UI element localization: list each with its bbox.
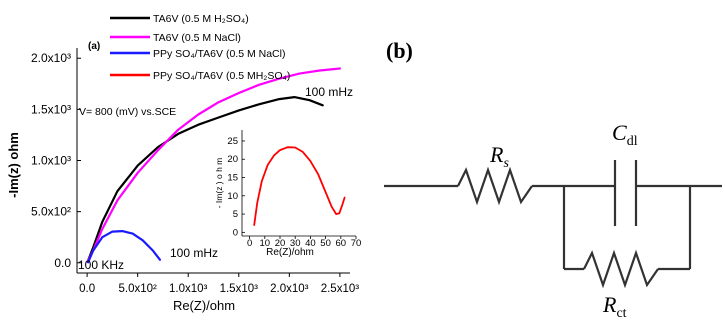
potential-annotation: V= 800 (mV) vs.SCE [79, 106, 176, 118]
cdl-label: Cdl [612, 120, 638, 149]
inset-x-tick-label: 60 [336, 238, 347, 249]
inset-y-tick-label: 10 [227, 191, 238, 202]
inset-series-group [253, 146, 346, 226]
resistor-rs [457, 166, 533, 206]
inset-x-tick-label: 10 [260, 238, 271, 249]
high-frequency-label: 100 KHz [78, 258, 124, 272]
main-series-line-2 [86, 230, 161, 264]
rs-label-sub: s [503, 156, 509, 171]
rct-label-main: R [602, 292, 617, 317]
main-series-line-1 [86, 67, 341, 263]
main-x-axis-label: Re(Z)/ohm [173, 298, 235, 313]
main-x-axis: 0.0 5.0x10² 1.0x10³ 1.5x10³ 2.0x10³ 2.5x10³ [79, 273, 359, 295]
inset-y-tick-label: 5 [233, 209, 238, 220]
legend-label-3: PPy SO₄/TA6V (0.5 MH₂SO₄) [153, 70, 290, 82]
main-x-tick-label: 1.0x10³ [169, 283, 208, 295]
inset-y-axis-label: - Im(z ) o h m [214, 158, 224, 209]
inset-x-axis-label: Re(Z)/ohm [266, 247, 314, 258]
panel-label-b: (b) [386, 38, 413, 63]
legend-label-0: TA6V (0.5 M H₂SO₄) [153, 13, 249, 25]
main-x-tick-label: 1.5x10³ [220, 283, 259, 295]
inset-x-axis: 0 10 20 30 40 50 60 70 [247, 236, 361, 249]
main-series-group [86, 67, 341, 264]
inset-series-line-0 [253, 146, 346, 226]
black-curve-end-label: 100 mHz [305, 85, 353, 99]
inset-x-tick-label: 0 [247, 238, 252, 249]
inset-y-tick-label: 25 [227, 136, 238, 147]
inset-x-tick-label: 70 [351, 238, 362, 249]
resistor-rct [583, 249, 659, 289]
blue-curve-end-label: 100 mHz [170, 246, 218, 260]
main-x-tick-label: 0.0 [79, 283, 95, 295]
inset-y-tick-label: 15 [227, 173, 238, 184]
main-chart: (a) 0.0 5.0x10² 1.0x10³ 1.5x10³ 2.0x10³ 0.0 5… [6, 41, 359, 313]
cdl-label-main: C [612, 120, 627, 145]
main-x-tick-label: 2.0x10³ [270, 283, 309, 295]
rct-label-sub: ct [616, 306, 626, 321]
panel-label-a: (a) [88, 41, 100, 52]
legend-label-1: TA6V (0.5 M NaCl) [153, 32, 241, 44]
equivalent-circuit [384, 160, 722, 289]
main-y-tick-label: 1.0x10³ [31, 154, 71, 168]
inset-x-tick-label: 30 [290, 238, 301, 249]
inset-x-tick-label: 50 [320, 238, 331, 249]
main-x-tick-label: 2.5x10³ [321, 283, 360, 295]
inset-chart: 0 5 10 15 20 25 0 10 20 30 40 50 60 70 - Im(z ) o h … [214, 130, 361, 258]
rs-label-main: R [489, 142, 504, 167]
cdl-label-sub: dl [627, 134, 638, 149]
rct-label: Rct [602, 292, 627, 321]
inset-y-tick-label: 0 [233, 227, 238, 238]
main-y-tick-label: 1.5x10³ [31, 102, 71, 116]
main-y-tick-label: 2.0x10³ [31, 51, 71, 65]
main-x-tick-label: 5.0x10² [118, 283, 157, 295]
inset-x-tick-label: 40 [305, 238, 316, 249]
main-y-tick-label: 0.0 [54, 256, 71, 270]
rs-label: Rs [489, 142, 509, 171]
legend-label-2: PPy SO₄/TA6V (0.5 M NaCl) [153, 48, 285, 60]
inset-y-axis: 0 5 10 15 20 25 [227, 136, 245, 238]
main-y-tick-label: 5.0x10² [31, 205, 71, 219]
inset-y-tick-label: 20 [227, 154, 238, 165]
legend: TA6V (0.5 M H₂SO₄) TA6V (0.5 M NaCl) PPy S… [110, 13, 290, 82]
main-y-axis: 0.0 5.0x10² 1.0x10³ 1.5x10³ 2.0x10³ [31, 51, 81, 270]
main-series-line-0 [86, 95, 324, 263]
inset-x-tick-label: 20 [275, 238, 286, 249]
main-y-axis-label: -Im(z) ohm [6, 132, 21, 198]
